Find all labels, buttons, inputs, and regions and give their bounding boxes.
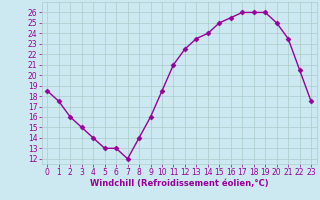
X-axis label: Windchill (Refroidissement éolien,°C): Windchill (Refroidissement éolien,°C) — [90, 179, 268, 188]
